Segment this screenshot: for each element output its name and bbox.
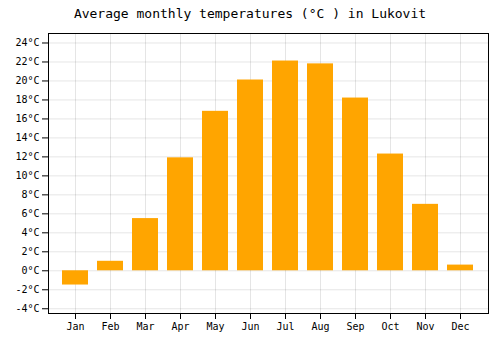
svg-text:Jan: Jan [66, 321, 84, 332]
svg-text:Oct: Oct [381, 321, 399, 332]
svg-text:Apr: Apr [171, 321, 189, 332]
svg-text:Jul: Jul [276, 321, 294, 332]
svg-text:May: May [206, 321, 224, 332]
svg-text:Sep: Sep [346, 321, 364, 332]
svg-text:-4°C: -4°C [15, 303, 39, 314]
svg-text:8°C: 8°C [21, 189, 39, 200]
svg-text:Jun: Jun [241, 321, 259, 332]
svg-text:-2°C: -2°C [15, 284, 39, 295]
svg-text:18°C: 18°C [15, 94, 39, 105]
svg-text:20°C: 20°C [15, 75, 39, 86]
svg-text:10°C: 10°C [15, 170, 39, 181]
svg-text:14°C: 14°C [15, 132, 39, 143]
svg-text:Dec: Dec [451, 321, 469, 332]
svg-text:Feb: Feb [101, 321, 119, 332]
svg-text:6°C: 6°C [21, 208, 39, 219]
svg-text:0°C: 0°C [21, 265, 39, 276]
svg-text:Nov: Nov [416, 321, 434, 332]
svg-text:Mar: Mar [136, 321, 154, 332]
svg-text:Aug: Aug [311, 321, 329, 332]
svg-text:2°C: 2°C [21, 246, 39, 257]
svg-text:4°C: 4°C [21, 227, 39, 238]
svg-text:12°C: 12°C [15, 151, 39, 162]
svg-text:24°C: 24°C [15, 37, 39, 48]
svg-text:22°C: 22°C [15, 56, 39, 67]
svg-text:16°C: 16°C [15, 113, 39, 124]
html-text:Average monthly temperatures (: Average monthly temperatures (°C ) in Lu… [73, 6, 427, 21]
